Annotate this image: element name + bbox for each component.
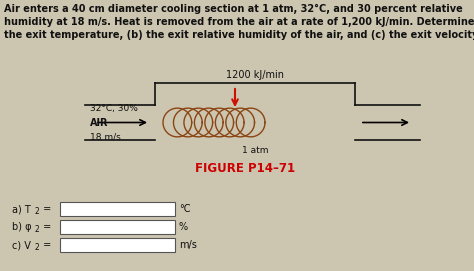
- Text: 2: 2: [35, 207, 40, 215]
- Text: =: =: [40, 240, 51, 250]
- Bar: [60, 220, 175, 234]
- Bar: [60, 238, 175, 252]
- Text: °C: °C: [179, 204, 191, 214]
- Text: 18 m/s: 18 m/s: [90, 132, 121, 141]
- Bar: [60, 202, 175, 216]
- Text: a) T: a) T: [12, 204, 31, 214]
- Text: 32°C, 30%: 32°C, 30%: [90, 104, 138, 113]
- Text: b) φ: b) φ: [12, 222, 32, 232]
- Text: 2: 2: [35, 224, 40, 234]
- Text: =: =: [40, 204, 51, 214]
- Text: 1200 kJ/min: 1200 kJ/min: [226, 70, 284, 80]
- Text: humidity at 18 m/s. Heat is removed from the air at a rate of 1,200 kJ/min. Dete: humidity at 18 m/s. Heat is removed from…: [4, 17, 474, 27]
- Text: =: =: [40, 222, 51, 232]
- Text: Air enters a 40 cm diameter cooling section at 1 atm, 32°C, and 30 percent relat: Air enters a 40 cm diameter cooling sect…: [4, 4, 463, 14]
- Text: FIGURE P14–71: FIGURE P14–71: [195, 162, 295, 175]
- Text: %: %: [179, 222, 188, 232]
- Text: 2: 2: [35, 243, 40, 251]
- Text: the exit temperature, (b) the exit relative humidity of the air, and (c) the exi: the exit temperature, (b) the exit relat…: [4, 30, 474, 40]
- Text: AIR: AIR: [90, 118, 109, 128]
- Text: 1 atm: 1 atm: [242, 146, 268, 155]
- Text: m/s: m/s: [179, 240, 197, 250]
- Text: c) V: c) V: [12, 240, 31, 250]
